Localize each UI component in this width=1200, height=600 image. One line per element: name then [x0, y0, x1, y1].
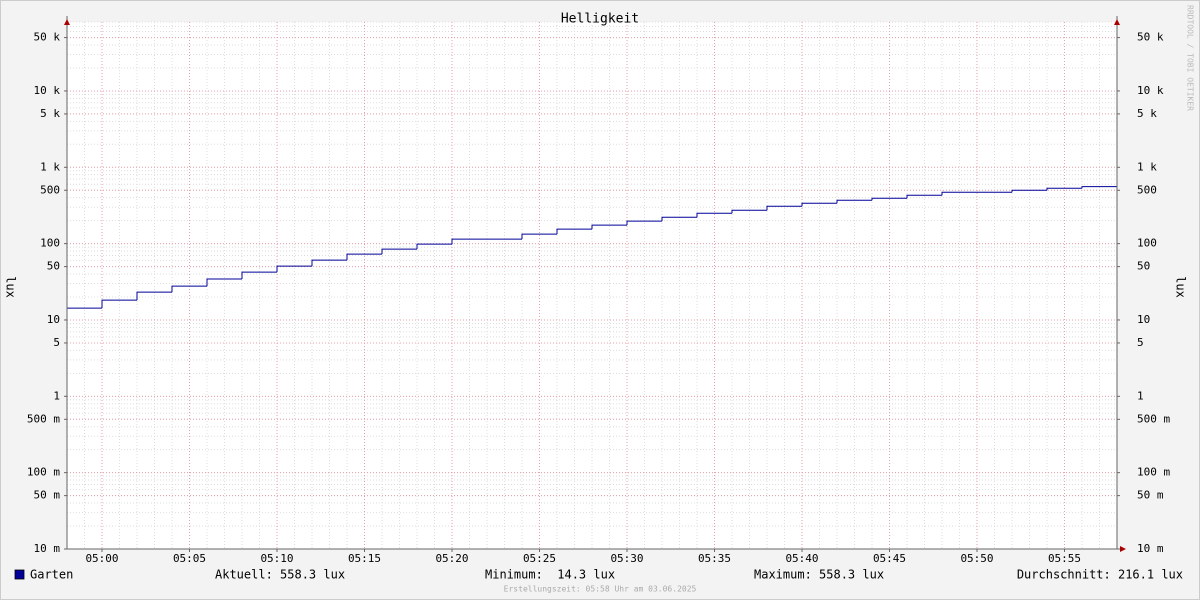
step-segment [136, 291, 172, 301]
y-tick-label-right: 10 m [1137, 542, 1164, 555]
legend-swatch [14, 569, 25, 580]
x-tick-label: 05:45 [873, 552, 906, 565]
step-segment [661, 216, 697, 222]
y-tick-label-right: 50 m [1137, 489, 1164, 502]
step-segment [836, 199, 872, 204]
x-tick-label: 05:40 [785, 552, 818, 565]
axis-arrow [64, 19, 70, 25]
step-segment [451, 238, 487, 245]
step-segment [346, 253, 382, 261]
grid [66, 21, 1118, 550]
y-tick-label: 500 m [27, 412, 60, 425]
y-tick-label-right: 1 [1137, 389, 1144, 402]
y-tick-label-right: 50 [1137, 260, 1150, 273]
y-tick-label: 5 k [40, 107, 60, 120]
x-tick-label: 05:10 [260, 552, 293, 565]
step-segment [381, 248, 417, 255]
y-tick-label-right: 5 k [1137, 107, 1157, 120]
chart-title: Helligkeit [561, 12, 639, 27]
y-tick-label-right: 100 [1137, 237, 1157, 250]
step-segment [766, 205, 802, 211]
step-segment [626, 220, 662, 226]
step-segment [101, 299, 137, 309]
y-tick-label: 50 k [34, 31, 61, 44]
y-tick-label-right: 500 [1137, 183, 1157, 196]
step-segment [941, 191, 977, 196]
axis-arrow [1114, 19, 1120, 25]
y-tick-label-right: 500 m [1137, 412, 1170, 425]
watermark: RRDTOOL / TOBI OETIKER [1186, 5, 1195, 111]
step-segment [731, 209, 767, 214]
y-tick-label-right: 10 k [1137, 84, 1164, 97]
y-tick-label: 100 m [27, 466, 60, 479]
y-tick-label: 50 [47, 260, 60, 273]
x-tick-label: 05:35 [698, 552, 731, 565]
step-segment [801, 202, 837, 207]
y-tick-label: 1 k [40, 160, 60, 173]
x-tick-label: 05:20 [435, 552, 468, 565]
y-tick-label-right: 100 m [1137, 466, 1170, 479]
step-segment [311, 259, 347, 267]
step-segment [906, 194, 942, 199]
legend-stat: Maximum: 558.3 lux [754, 568, 884, 582]
axis-arrow [1120, 546, 1126, 552]
x-tick-label: 05:00 [85, 552, 118, 565]
step-segment [696, 212, 732, 218]
step-segment [556, 228, 592, 235]
y-tick-label: 5 [53, 336, 60, 349]
y-tick-label: 10 [47, 313, 60, 326]
x-tick-label: 05:05 [173, 552, 206, 565]
step-segment [871, 197, 907, 201]
x-tick-label: 05:55 [1048, 552, 1081, 565]
y-axis-label: lux [4, 276, 18, 298]
y-tick-label: 1 [53, 389, 60, 402]
x-tick-label: 05:25 [523, 552, 556, 565]
y-tick-label: 100 [40, 237, 60, 250]
x-tick-label: 05:15 [348, 552, 381, 565]
y-tick-label-right: 10 [1137, 313, 1150, 326]
x-tick-label: 05:50 [960, 552, 993, 565]
y-tick-label: 500 [40, 183, 60, 196]
legend-stat: Durchschnitt: 216.1 lux [1017, 568, 1183, 582]
step-segment [521, 233, 557, 240]
marks [67, 186, 1117, 309]
y-tick-label-right: 1 k [1137, 160, 1157, 173]
y-axis-label-right: lux [1174, 276, 1188, 298]
y-tick-label: 10 m [34, 542, 61, 555]
step-segment [276, 265, 312, 273]
step-segment [1011, 189, 1047, 193]
y-tick-label-right: 5 [1137, 336, 1144, 349]
step-segment [1046, 187, 1082, 191]
x-tick-label: 05:30 [610, 552, 643, 565]
step-segment [171, 285, 207, 293]
y-tick-label: 10 k [34, 84, 61, 97]
y-tick-label: 50 m [34, 489, 61, 502]
step-segment [241, 271, 277, 280]
step-segment [416, 243, 452, 250]
legend-stat: Minimum: 14.3 lux [485, 568, 615, 582]
step-segment [591, 224, 627, 230]
step-segment [1081, 186, 1117, 189]
footer: Erstellungszeit: 05:58 Uhr am 03.06.2025 [504, 585, 697, 594]
y-tick-label-right: 50 k [1137, 31, 1164, 44]
legend-stat: Aktuell: 558.3 lux [215, 568, 345, 582]
step-segment [206, 278, 242, 287]
legend-label: Garten [30, 568, 73, 582]
